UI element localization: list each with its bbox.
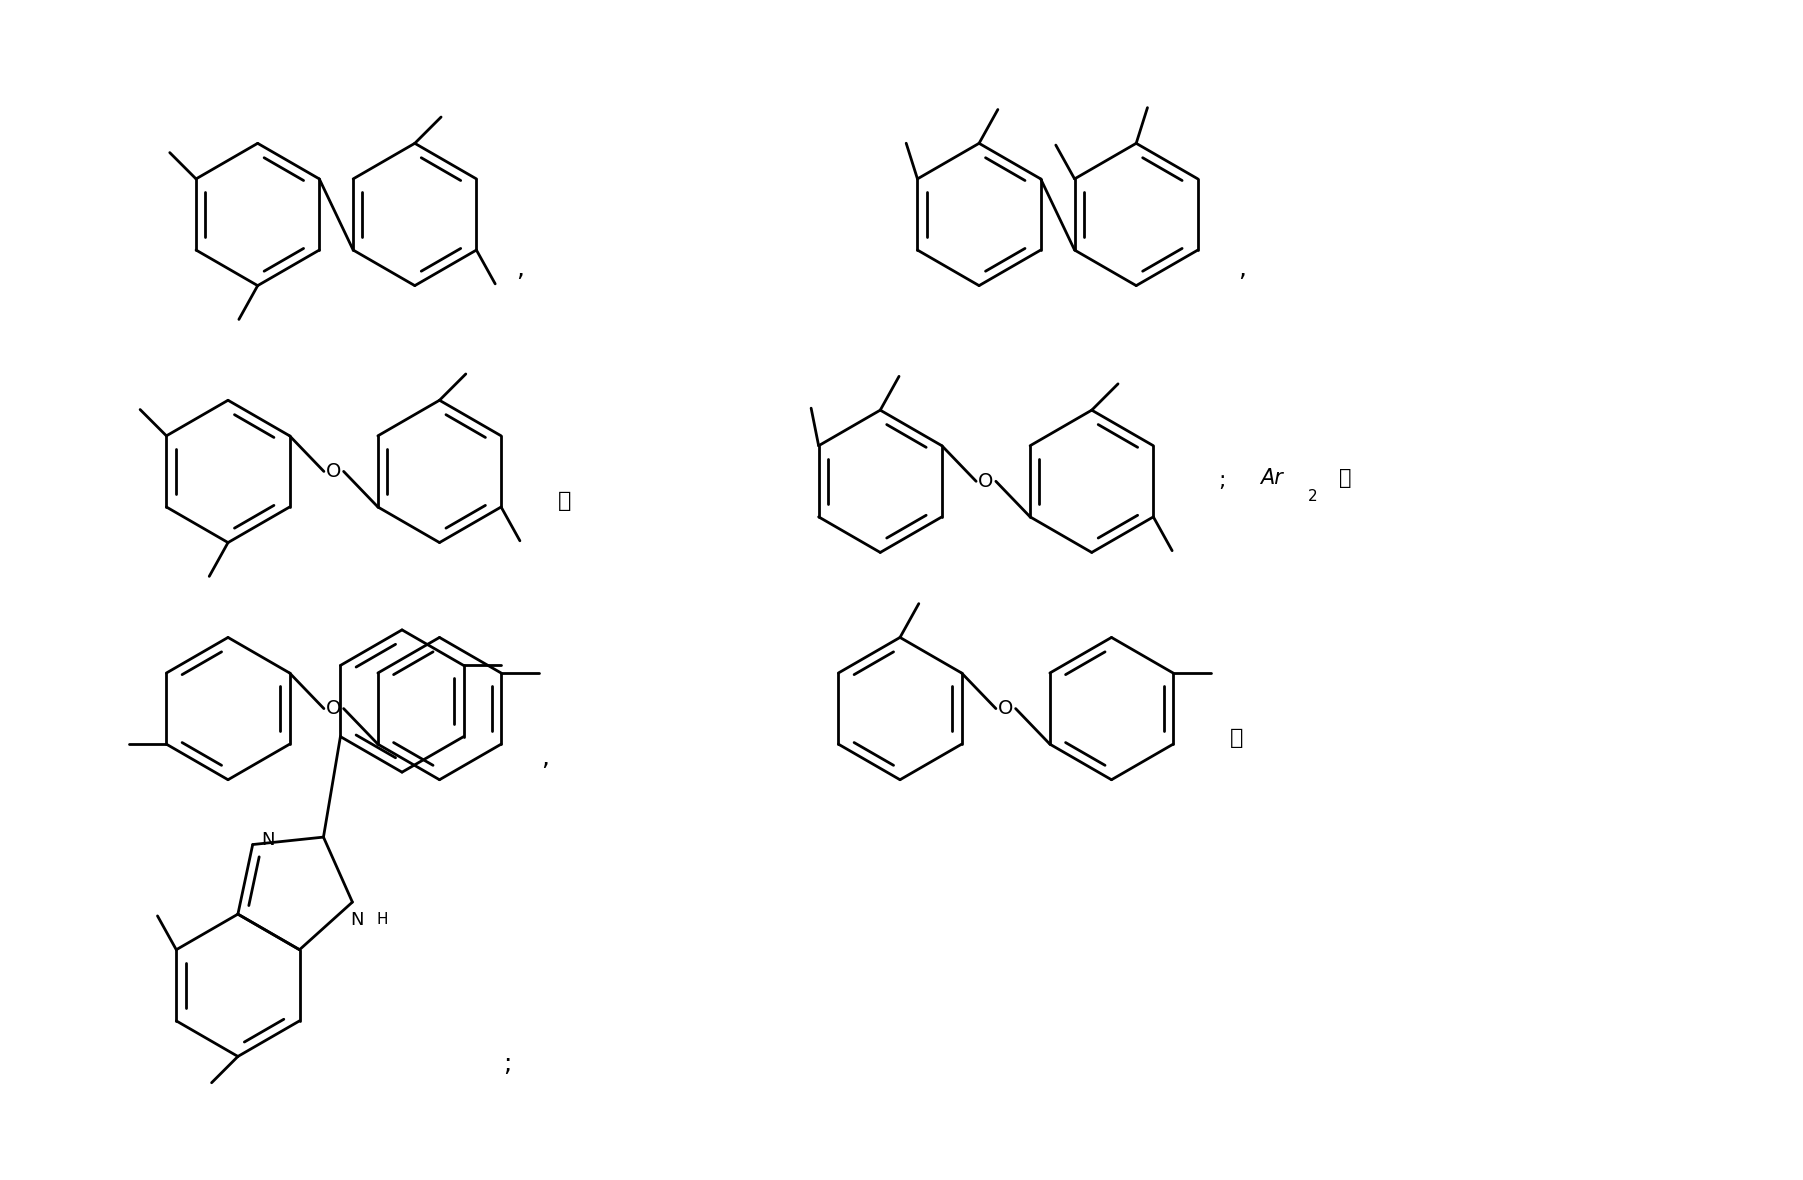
Text: 为: 为 bbox=[1340, 468, 1352, 489]
Text: O: O bbox=[979, 472, 993, 491]
Text: H: H bbox=[377, 912, 388, 927]
Text: N: N bbox=[261, 831, 274, 848]
Text: O: O bbox=[999, 699, 1013, 719]
Text: ,: , bbox=[1239, 257, 1246, 281]
Text: 或: 或 bbox=[559, 491, 572, 511]
Text: O: O bbox=[326, 699, 341, 719]
Text: ;: ; bbox=[503, 1053, 512, 1076]
Text: O: O bbox=[326, 461, 341, 481]
Text: Ar: Ar bbox=[1260, 468, 1284, 489]
Text: ,: , bbox=[516, 257, 525, 281]
Text: 或: 或 bbox=[1230, 728, 1244, 748]
Text: ,: , bbox=[541, 746, 550, 771]
Text: 2: 2 bbox=[1309, 489, 1318, 504]
Text: ;: ; bbox=[1219, 471, 1226, 491]
Text: N: N bbox=[350, 911, 364, 929]
